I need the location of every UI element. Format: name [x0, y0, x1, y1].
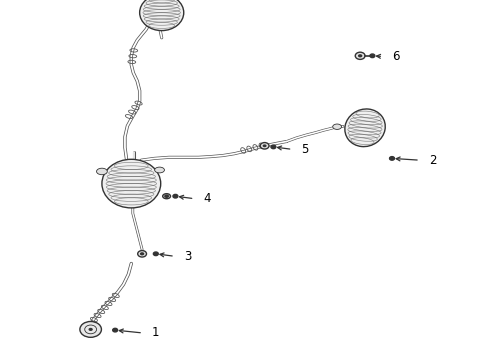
- Ellipse shape: [102, 159, 161, 208]
- Text: 2: 2: [429, 154, 436, 167]
- Circle shape: [390, 157, 394, 160]
- Ellipse shape: [97, 168, 107, 175]
- Ellipse shape: [155, 167, 165, 173]
- Ellipse shape: [140, 0, 184, 31]
- Circle shape: [153, 252, 158, 256]
- Text: 6: 6: [392, 50, 399, 63]
- Circle shape: [260, 143, 269, 149]
- Circle shape: [355, 52, 365, 59]
- Text: 1: 1: [152, 327, 159, 339]
- Circle shape: [140, 252, 144, 256]
- Circle shape: [370, 54, 375, 58]
- Circle shape: [80, 321, 101, 337]
- Text: 3: 3: [184, 250, 191, 263]
- Circle shape: [89, 328, 93, 331]
- Ellipse shape: [333, 124, 342, 130]
- Text: 4: 4: [203, 192, 211, 205]
- Ellipse shape: [345, 109, 385, 147]
- Circle shape: [173, 194, 178, 198]
- Circle shape: [113, 328, 118, 332]
- Circle shape: [138, 251, 147, 257]
- Ellipse shape: [163, 194, 171, 199]
- Circle shape: [358, 54, 362, 58]
- Circle shape: [271, 145, 276, 149]
- Circle shape: [164, 194, 169, 198]
- Text: 5: 5: [301, 143, 309, 156]
- Circle shape: [263, 144, 267, 147]
